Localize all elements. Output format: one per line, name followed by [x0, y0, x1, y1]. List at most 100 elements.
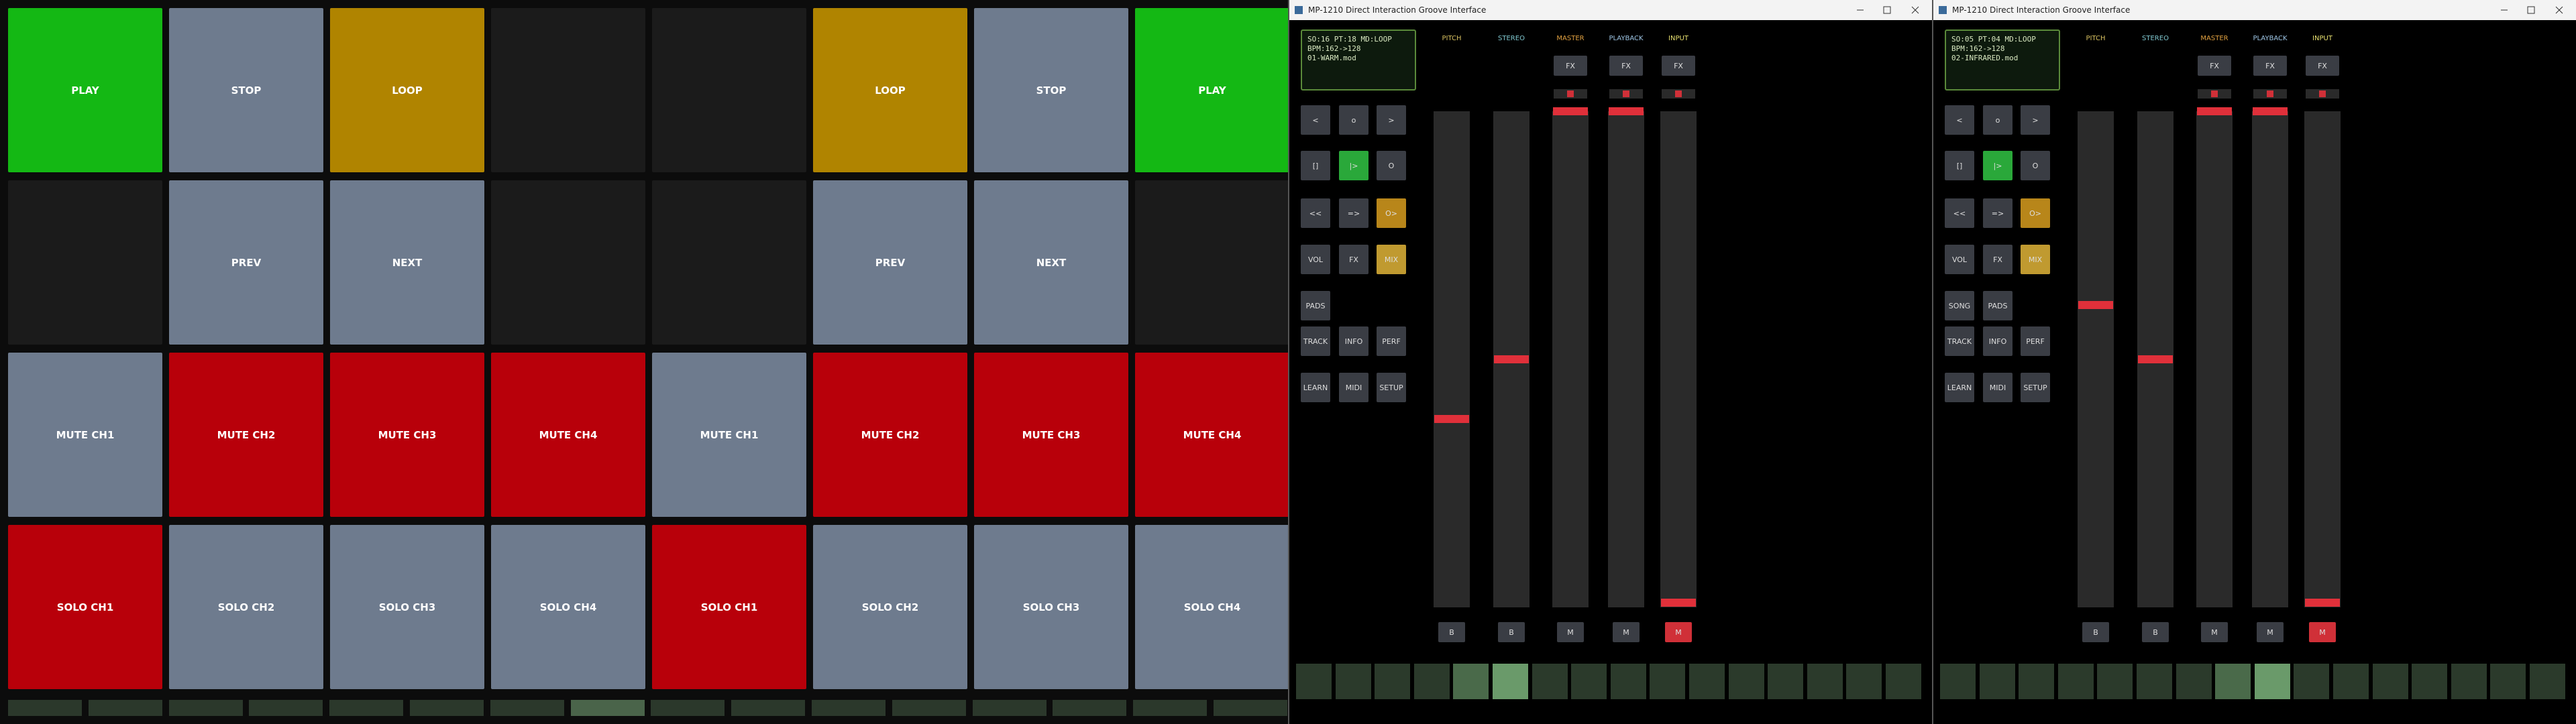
pad[interactable] — [652, 8, 806, 172]
button[interactable]: [] — [1945, 151, 1974, 180]
step[interactable] — [1453, 664, 1489, 699]
button[interactable]: O> — [1377, 198, 1406, 228]
button[interactable]: TRACK — [1945, 326, 1974, 356]
pad[interactable]: SOLO CH3 — [974, 525, 1128, 689]
step[interactable] — [1650, 664, 1686, 699]
button[interactable]: O — [2021, 151, 2050, 180]
button[interactable]: MIX — [2021, 245, 2050, 274]
pad[interactable]: SOLO CH3 — [330, 525, 484, 689]
pad[interactable]: SOLO CH1 — [652, 525, 806, 689]
pad[interactable] — [491, 8, 645, 172]
fx-button[interactable]: FX — [1554, 56, 1587, 76]
step[interactable] — [1846, 664, 1882, 699]
step[interactable] — [1979, 664, 2015, 699]
fader-thumb[interactable] — [2253, 107, 2288, 115]
pad[interactable]: LOOP — [813, 8, 967, 172]
pad-step[interactable] — [329, 700, 404, 716]
step[interactable] — [2372, 664, 2408, 699]
button[interactable]: > — [1377, 105, 1406, 135]
button[interactable]: FX — [1983, 245, 2012, 274]
pad[interactable]: PLAY — [8, 8, 162, 172]
button[interactable]: << — [1301, 198, 1330, 228]
pad[interactable]: PREV — [813, 180, 967, 345]
pad[interactable]: SOLO CH2 — [169, 525, 323, 689]
step[interactable] — [1728, 664, 1764, 699]
pad-step[interactable] — [410, 700, 484, 716]
pad[interactable]: SOLO CH1 — [8, 525, 162, 689]
pad[interactable]: STOP — [169, 8, 323, 172]
pad-step[interactable] — [1214, 700, 1287, 716]
button[interactable]: FX — [1339, 245, 1368, 274]
fx-button[interactable]: FX — [2253, 56, 2287, 76]
fader-thumb[interactable] — [2078, 300, 2113, 309]
button[interactable]: PADS — [1301, 291, 1330, 320]
button[interactable]: SONG — [1945, 291, 1974, 320]
button[interactable]: O> — [2021, 198, 2050, 228]
pad[interactable] — [652, 180, 806, 345]
button[interactable]: LEARN — [1945, 373, 1974, 402]
button[interactable]: VOL — [1945, 245, 1974, 274]
pad[interactable] — [1135, 180, 1289, 345]
fader-thumb[interactable] — [1494, 355, 1529, 363]
pad-step[interactable] — [812, 700, 885, 716]
fx-button[interactable]: FX — [2198, 56, 2231, 76]
step[interactable] — [1335, 664, 1371, 699]
window-controls[interactable] — [2496, 0, 2576, 20]
step[interactable] — [1493, 664, 1528, 699]
pad-step[interactable] — [570, 700, 645, 716]
step[interactable] — [2254, 664, 2290, 699]
pad[interactable]: SOLO CH4 — [1135, 525, 1289, 689]
button[interactable]: << — [1945, 198, 1974, 228]
button[interactable]: PADS — [1983, 291, 2012, 320]
fader-thumb[interactable] — [1661, 598, 1696, 607]
button[interactable]: < — [1945, 105, 1974, 135]
step[interactable] — [2097, 664, 2133, 699]
step[interactable] — [1571, 664, 1607, 699]
strip-button[interactable]: B — [1438, 622, 1465, 642]
window-controls[interactable] — [1851, 0, 1932, 20]
step[interactable] — [1610, 664, 1646, 699]
pad[interactable]: MUTE CH4 — [1135, 353, 1289, 517]
pad-step[interactable] — [249, 700, 323, 716]
button[interactable]: SETUP — [2021, 373, 2050, 402]
fader-thumb[interactable] — [2305, 598, 2340, 607]
fader-thumb[interactable] — [1434, 414, 1469, 423]
fx-button[interactable]: FX — [1609, 56, 1643, 76]
step[interactable] — [1886, 664, 1921, 699]
pad-step[interactable] — [972, 700, 1046, 716]
step[interactable] — [2137, 664, 2172, 699]
button[interactable]: MIDI — [1339, 373, 1368, 402]
pad[interactable]: MUTE CH3 — [330, 353, 484, 517]
pad[interactable]: PLAY — [1135, 8, 1289, 172]
button[interactable]: MIX — [1377, 245, 1406, 274]
step[interactable] — [2530, 664, 2565, 699]
button[interactable]: VOL — [1301, 245, 1330, 274]
pad-step[interactable] — [1133, 700, 1208, 716]
pad[interactable]: MUTE CH3 — [974, 353, 1128, 517]
step[interactable] — [1532, 664, 1568, 699]
step[interactable] — [1940, 664, 1976, 699]
step[interactable] — [2294, 664, 2330, 699]
button[interactable]: MIDI — [1983, 373, 2012, 402]
step[interactable] — [1296, 664, 1332, 699]
strip-button[interactable]: M — [2309, 622, 2336, 642]
pad-step[interactable] — [8, 700, 82, 716]
button[interactable]: LEARN — [1301, 373, 1330, 402]
pad[interactable]: LOOP — [330, 8, 484, 172]
pad-step[interactable] — [731, 700, 806, 716]
pad-step[interactable] — [490, 700, 564, 716]
button[interactable]: INFO — [1983, 326, 2012, 356]
step[interactable] — [1413, 664, 1450, 699]
pad[interactable]: PREV — [169, 180, 323, 345]
button[interactable]: o — [1983, 105, 2012, 135]
fader-thumb[interactable] — [1609, 107, 1644, 115]
pad[interactable] — [491, 180, 645, 345]
fader-thumb[interactable] — [1553, 107, 1588, 115]
step[interactable] — [1689, 664, 1725, 699]
button[interactable]: SETUP — [1377, 373, 1406, 402]
pad[interactable]: NEXT — [974, 180, 1128, 345]
pad[interactable]: MUTE CH1 — [652, 353, 806, 517]
pad[interactable]: SOLO CH4 — [491, 525, 645, 689]
step[interactable] — [2057, 664, 2094, 699]
fader-thumb[interactable] — [2138, 355, 2173, 363]
